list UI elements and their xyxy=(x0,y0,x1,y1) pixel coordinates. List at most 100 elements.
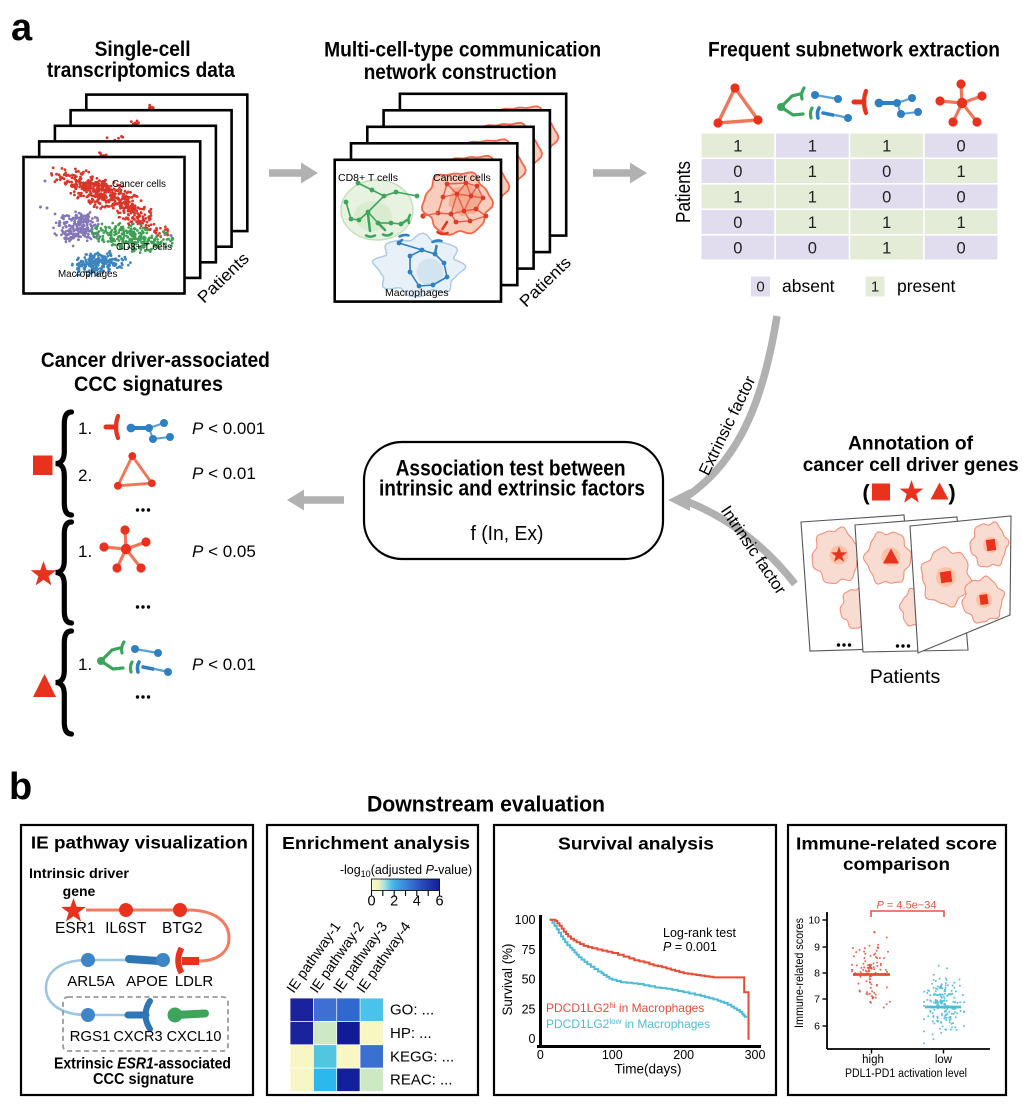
svg-text:1.: 1. xyxy=(78,655,92,674)
svg-text:1: 1 xyxy=(871,279,879,296)
svg-text:1: 1 xyxy=(733,189,742,207)
svg-text:2: 2 xyxy=(390,894,398,910)
svg-text:Time(days): Time(days) xyxy=(615,1061,682,1077)
svg-text:0: 0 xyxy=(367,894,375,910)
svg-text:1: 1 xyxy=(808,163,817,181)
svg-text:intrinsic and extrinsic factor: intrinsic and extrinsic factors xyxy=(379,476,645,501)
svg-text:Immune-related scores: Immune-related scores xyxy=(792,918,806,1028)
svg-text:PDL1-PD1 activation level: PDL1-PD1 activation level xyxy=(845,1068,967,1080)
svg-text:0: 0 xyxy=(733,240,742,258)
svg-text:0: 0 xyxy=(537,1048,544,1062)
svg-text:0: 0 xyxy=(756,279,764,296)
svg-text:): ) xyxy=(948,480,955,505)
svg-text:Survival (%): Survival (%) xyxy=(499,944,515,1016)
svg-text:Cancer driver-associated: Cancer driver-associated xyxy=(41,348,270,372)
svg-text:Macrophages: Macrophages xyxy=(385,287,449,299)
svg-text:1: 1 xyxy=(882,138,891,156)
svg-text:cancer cell driver genes: cancer cell driver genes xyxy=(803,454,1019,476)
svg-text:high: high xyxy=(862,1054,884,1066)
svg-text:ESR1: ESR1 xyxy=(55,920,96,937)
svg-text:25: 25 xyxy=(522,1002,536,1016)
svg-text:gene: gene xyxy=(63,883,96,899)
svg-text:75: 75 xyxy=(522,943,536,957)
svg-text:1: 1 xyxy=(957,163,966,181)
svg-text:8: 8 xyxy=(814,968,820,980)
svg-text:1: 1 xyxy=(957,214,966,232)
svg-text:IE pathway visualization: IE pathway visualization xyxy=(31,833,248,853)
svg-text:0: 0 xyxy=(882,163,891,181)
svg-text:CD8+ T cells: CD8+ T cells xyxy=(338,172,398,184)
svg-text:CD8+ T cells: CD8+ T cells xyxy=(116,242,172,253)
svg-text:CCC signatures: CCC signatures xyxy=(74,372,223,396)
svg-text:RGS1: RGS1 xyxy=(70,1028,111,1045)
svg-text:Association test between: Association test between xyxy=(396,456,626,481)
svg-text:10: 10 xyxy=(808,915,820,927)
svg-text:(: ( xyxy=(862,480,870,505)
svg-text:300: 300 xyxy=(745,1048,766,1062)
svg-text:Survival analysis: Survival analysis xyxy=(558,834,714,854)
svg-text:1.: 1. xyxy=(78,419,92,438)
svg-text:Downstream evaluation: Downstream evaluation xyxy=(367,792,605,817)
svg-text:6: 6 xyxy=(814,1021,820,1033)
svg-text:ARL5A: ARL5A xyxy=(67,973,115,990)
svg-text:P = 4.5e−34: P = 4.5e−34 xyxy=(877,900,937,912)
svg-text:P < 0.05: P < 0.05 xyxy=(192,542,256,561)
svg-text:Patients: Patients xyxy=(870,666,941,688)
svg-text:HP: ...: HP: ... xyxy=(390,1025,432,1042)
svg-text:0: 0 xyxy=(882,189,891,207)
svg-text:-log10(adjusted P-value): -log10(adjusted P-value) xyxy=(340,863,472,879)
svg-text:CXCR3: CXCR3 xyxy=(113,1029,162,1045)
svg-text:1: 1 xyxy=(882,240,891,258)
svg-text:IL6ST: IL6ST xyxy=(105,920,147,937)
svg-text:Single-cell: Single-cell xyxy=(95,37,191,61)
svg-text:0: 0 xyxy=(733,214,742,232)
svg-text:network construction: network construction xyxy=(364,60,557,84)
svg-text:REAC: ...: REAC: ... xyxy=(390,1072,453,1089)
svg-text:2.: 2. xyxy=(78,466,92,485)
svg-text:b: b xyxy=(9,766,32,808)
svg-text:100: 100 xyxy=(602,1048,623,1062)
svg-text:0: 0 xyxy=(957,240,966,258)
svg-text:LDLR: LDLR xyxy=(175,973,214,990)
svg-text:0: 0 xyxy=(529,1032,536,1046)
svg-text:P < 0.001: P < 0.001 xyxy=(192,419,265,438)
svg-text:comparison: comparison xyxy=(843,854,950,874)
svg-text:6: 6 xyxy=(435,894,443,910)
svg-text:Cancer cells: Cancer cells xyxy=(433,172,491,184)
svg-text:Extrinsic ESR1-associated: Extrinsic ESR1-associated xyxy=(54,1056,231,1073)
svg-text:0: 0 xyxy=(733,163,742,181)
svg-text:4: 4 xyxy=(413,894,421,910)
svg-text:1: 1 xyxy=(733,138,742,156)
svg-text:absent: absent xyxy=(782,276,835,296)
svg-text:1: 1 xyxy=(808,189,817,207)
svg-text:P < 0.01: P < 0.01 xyxy=(192,655,256,674)
svg-text:1: 1 xyxy=(882,214,891,232)
svg-text:Immune-related score: Immune-related score xyxy=(796,834,997,854)
svg-text:Enrichment analysis: Enrichment analysis xyxy=(282,833,470,853)
svg-text:CXCL10: CXCL10 xyxy=(167,1029,222,1045)
svg-text:KEGG: ...: KEGG: ... xyxy=(390,1048,454,1065)
svg-text:P < 0.01: P < 0.01 xyxy=(192,464,256,483)
svg-text:Cancer cells: Cancer cells xyxy=(112,179,166,190)
svg-text:transcriptomics data: transcriptomics data xyxy=(47,58,236,82)
svg-text:0: 0 xyxy=(957,189,966,207)
svg-text:present: present xyxy=(897,276,956,296)
svg-text:0: 0 xyxy=(808,240,817,258)
svg-text:low: low xyxy=(935,1054,953,1066)
svg-text:APOE: APOE xyxy=(126,973,168,990)
svg-text:100: 100 xyxy=(515,913,536,927)
svg-text:P = 0.001: P = 0.001 xyxy=(663,940,717,954)
svg-text:GO: ...: GO: ... xyxy=(390,1002,434,1019)
svg-text:a: a xyxy=(11,7,33,49)
svg-text:BTG2: BTG2 xyxy=(162,920,202,937)
svg-text:PDCD1LG2low in Macrophages: PDCD1LG2low in Macrophages xyxy=(546,1017,710,1031)
svg-text:1: 1 xyxy=(808,214,817,232)
svg-text:Annotation of: Annotation of xyxy=(848,433,973,455)
svg-text:0: 0 xyxy=(957,138,966,156)
svg-text:200: 200 xyxy=(673,1048,694,1062)
svg-text:Intrinsic driver: Intrinsic driver xyxy=(29,865,130,881)
svg-text:Log-rank test: Log-rank test xyxy=(663,926,736,940)
svg-text:CCC signature: CCC signature xyxy=(93,1071,194,1088)
svg-text:Frequent subnetwork extraction: Frequent subnetwork extraction xyxy=(708,38,1000,62)
svg-text:50: 50 xyxy=(522,973,536,987)
